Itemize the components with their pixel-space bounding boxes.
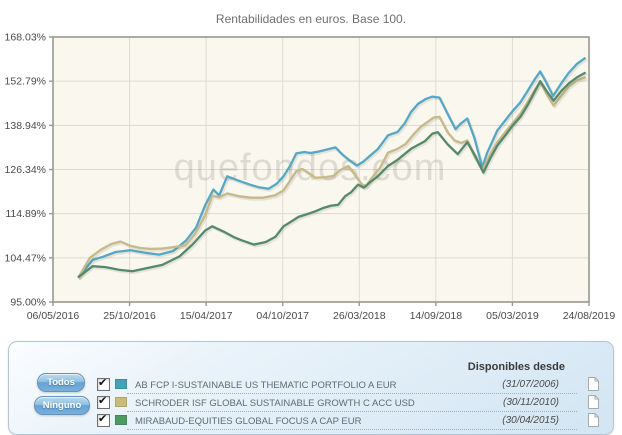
fund-available-since: (31/07/2006) [502, 379, 559, 390]
performance-line-chart: 168.03% 152.79% 138.94% 126.34% 114.89% 104.4… [5, 32, 616, 323]
funds-legend-panel: Todos Ninguno Disponibles desde ✔ AB FCP … [8, 341, 614, 435]
fund-checkbox[interactable]: ✔ [97, 377, 110, 391]
fund-name: SCHRODER ISF GLOBAL SUSTAINABLE GROWTH C… [135, 398, 415, 409]
x-axis-label: 06/05/2016 [27, 310, 80, 322]
fund-list: ✔ AB FCP I-SUSTAINABLE US THEMATIC PORTFO… [9, 376, 613, 430]
y-axis-label: 104.47% [5, 252, 46, 264]
y-axis-label: 126.34% [5, 164, 46, 176]
x-axis-label: 24/08/2019 [563, 310, 616, 322]
series-line [77, 76, 586, 278]
fund-row: ✔ MIRABAUD-EQUITIES GLOBAL FOCUS A CAP EU… [9, 412, 613, 430]
x-axis-label: 15/04/2017 [180, 310, 233, 322]
fund-available-since: (30/04/2015) [502, 415, 559, 426]
checkmark-icon: ✔ [98, 413, 108, 425]
fund-name: MIRABAUD-EQUITIES GLOBAL FOCUS A CAP EUR [135, 416, 362, 427]
fund-checkbox[interactable]: ✔ [97, 395, 110, 409]
fund-document-icon[interactable] [587, 412, 600, 428]
series-line [77, 57, 586, 278]
fund-document-icon[interactable] [587, 394, 600, 410]
select-none-button[interactable]: Ninguno [34, 396, 90, 415]
y-axis-label: 114.89% [5, 208, 46, 220]
available-since-header: Disponibles desde [467, 361, 565, 373]
fund-checkbox[interactable]: ✔ [97, 413, 110, 427]
series-line-shadow [78, 58, 588, 280]
fund-row: ✔ AB FCP I-SUSTAINABLE US THEMATIC PORTFO… [9, 376, 613, 394]
select-all-button[interactable]: Todos [37, 373, 85, 392]
y-axis-label: 152.79% [5, 76, 46, 88]
fund-name: AB FCP I-SUSTAINABLE US THEMATIC PORTFOL… [135, 380, 397, 391]
x-axis-label: 25/10/2016 [103, 310, 156, 322]
y-axis-label: 95.00% [10, 297, 46, 309]
y-axis-label: 168.03% [5, 32, 46, 44]
y-axis-label: 138.94% [5, 120, 46, 132]
fund-document-icon[interactable] [587, 376, 600, 392]
series-line [77, 71, 586, 278]
fund-available-since: (30/11/2010) [503, 397, 559, 408]
fund-color-swatch [115, 415, 127, 425]
x-axis-label: 04/10/2017 [256, 310, 309, 322]
checkmark-icon: ✔ [98, 395, 108, 407]
checkmark-icon: ✔ [98, 377, 108, 389]
fund-row: ✔ SCHRODER ISF GLOBAL SUSTAINABLE GROWTH … [9, 394, 613, 412]
x-axis-label: 05/03/2019 [486, 310, 539, 322]
chart-title: Rentabilidades en euros. Base 100. [215, 12, 407, 26]
x-axis-label: 14/09/2018 [410, 310, 463, 322]
x-axis-label: 26/03/2018 [333, 310, 386, 322]
fund-color-swatch [115, 397, 127, 407]
fund-color-swatch [115, 379, 127, 389]
